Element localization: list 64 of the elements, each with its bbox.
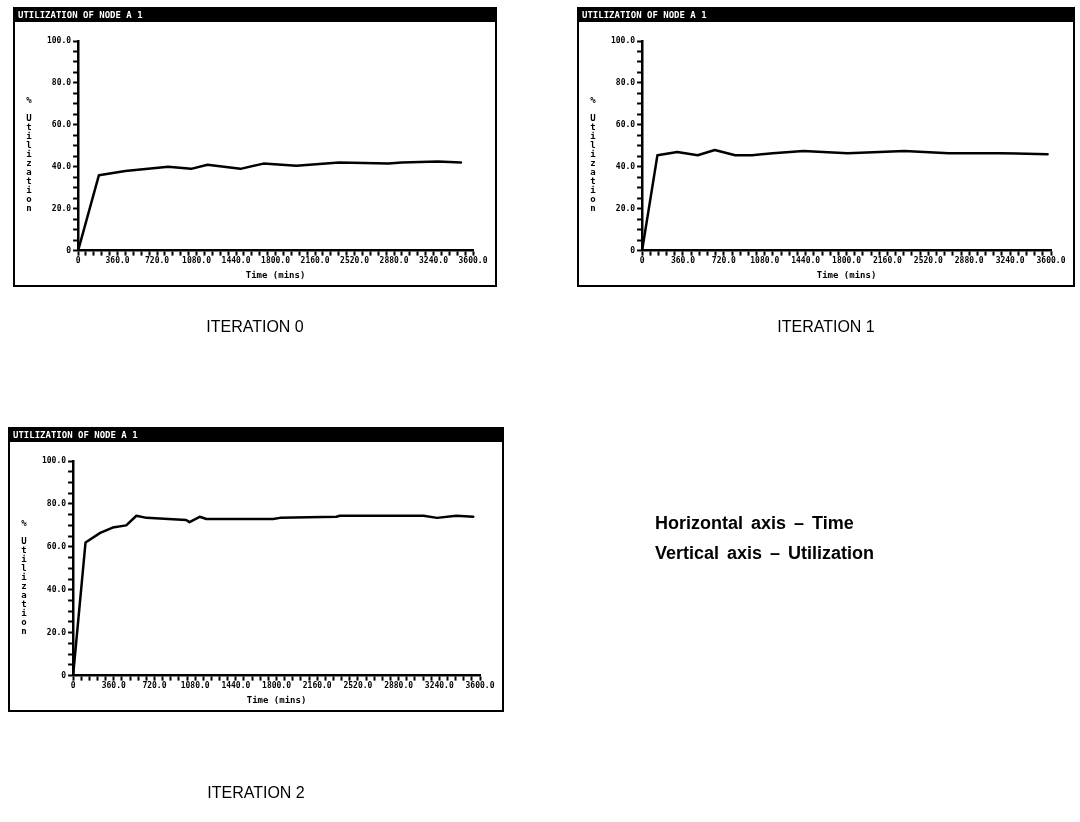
y-tick-label: 20.0: [51, 203, 72, 213]
y-tick-label: 20.0: [615, 203, 636, 213]
chart-title: UTILIZATION OF NODE A 1: [13, 430, 138, 440]
x-tick-label: 3240.0: [995, 256, 1025, 266]
x-tick-label: 2880.0: [384, 681, 414, 691]
y-tick-label: 40.0: [46, 584, 67, 594]
y-axis-title: % Utilization: [588, 95, 598, 212]
x-tick-label: 2160.0: [300, 256, 330, 266]
y-tick-label: 0: [66, 245, 72, 255]
y-tick-label: 80.0: [46, 499, 67, 508]
x-tick-label: 0: [75, 256, 81, 266]
x-tick-label: 3240.0: [419, 256, 449, 266]
text: ITERATION 2: [207, 784, 305, 801]
x-tick-label: 1080.0: [180, 681, 210, 691]
x-tick-label: 2520.0: [913, 256, 943, 266]
x-tick-label: 720.0: [142, 681, 167, 691]
y-tick-label: 20.0: [46, 627, 67, 637]
y-tick-label: 100.0: [46, 36, 72, 46]
x-tick-label: 360.0: [670, 256, 696, 266]
x-axis-title: Time (mins): [816, 269, 877, 280]
y-tick-label: 80.0: [51, 78, 72, 87]
y-tick-label: 40.0: [615, 161, 636, 171]
y-axis-title: % Utilization: [24, 95, 34, 212]
x-tick-label: 3240.0: [424, 681, 454, 691]
text: Vertical axis – Utilization: [655, 543, 875, 563]
x-tick-label: 720.0: [145, 256, 170, 266]
y-tick-label: 40.0: [51, 161, 72, 171]
x-tick-label: 2880.0: [379, 256, 409, 266]
x-tick-label: 2160.0: [872, 256, 903, 266]
x-tick-label: 360.0: [105, 256, 130, 266]
x-tick-label: 3600.0: [465, 681, 495, 691]
y-tick-label: 60.0: [46, 541, 67, 551]
x-tick-label: 2160.0: [302, 681, 332, 691]
y-tick-label: 0: [61, 670, 67, 680]
x-tick-label: 1440.0: [221, 256, 251, 266]
y-tick-label: 80.0: [615, 78, 636, 87]
chart-title: UTILIZATION OF NODE A 1: [18, 10, 143, 20]
y-tick-label: 0: [630, 245, 636, 255]
x-tick-label: 1080.0: [750, 256, 780, 266]
x-tick-label: 2520.0: [343, 681, 373, 691]
x-tick-label: 720.0: [711, 256, 737, 266]
x-tick-label: 360.0: [101, 681, 126, 691]
y-tick-label: 100.0: [41, 456, 67, 466]
x-tick-label: 1440.0: [791, 256, 821, 266]
text: ITERATION 0: [206, 318, 304, 335]
text: ITERATION 1: [777, 318, 875, 335]
x-axis-title: Time (mins): [246, 694, 307, 705]
x-tick-label: 1080.0: [182, 256, 212, 266]
x-axis-title: Time (mins): [245, 269, 306, 280]
y-tick-label: 60.0: [51, 119, 72, 129]
text: Horizontal axis – Time: [655, 513, 854, 533]
x-tick-label: 3600.0: [1036, 256, 1066, 266]
y-tick-label: 100.0: [610, 36, 636, 46]
x-tick-label: 3600.0: [458, 256, 488, 266]
x-tick-label: 2880.0: [954, 256, 984, 266]
chart-title: UTILIZATION OF NODE A 1: [582, 10, 707, 20]
y-tick-label: 60.0: [615, 119, 636, 129]
x-tick-label: 0: [639, 256, 645, 266]
x-tick-label: 2520.0: [340, 256, 370, 266]
x-tick-label: 1800.0: [262, 681, 292, 691]
y-axis-title: % Utilization: [19, 517, 29, 635]
x-tick-label: 1800.0: [261, 256, 291, 266]
x-tick-label: 1440.0: [221, 681, 251, 691]
x-tick-label: 1800.0: [832, 256, 862, 266]
